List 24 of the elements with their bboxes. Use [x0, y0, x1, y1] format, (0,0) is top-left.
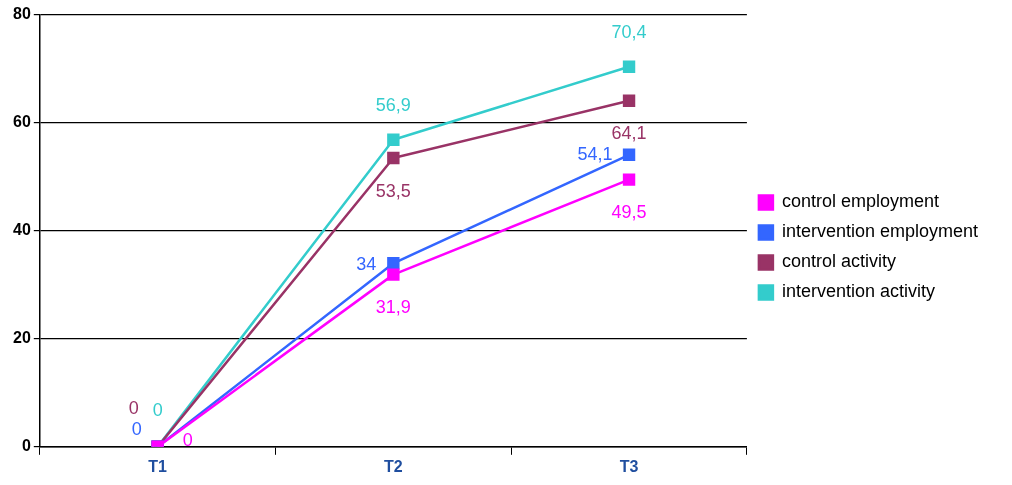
x-tick-label: T1 [148, 457, 168, 475]
data-label: 0 [128, 397, 139, 418]
legend-label: control employment [781, 191, 939, 212]
data-label: 64,1 [611, 122, 647, 143]
data-label: 53,5 [375, 181, 411, 201]
x-tick-label: T2 [384, 457, 403, 475]
data-label: 0 [182, 429, 193, 450]
y-tick-label: 40 [13, 221, 31, 239]
y-tick-label: 20 [13, 329, 31, 347]
y-tick-label: 0 [21, 437, 31, 455]
data-label: 31,9 [375, 296, 411, 317]
data-label: 0 [131, 418, 142, 439]
y-tick-label: 60 [13, 113, 31, 131]
legend-label: intervention activity [781, 281, 935, 302]
data-label: 49,5 [611, 201, 647, 222]
data-label: 70,4 [611, 21, 647, 42]
legend-label: control activity [781, 251, 896, 272]
y-tick-label: 80 [13, 5, 31, 23]
data-label: 54,1 [577, 143, 613, 164]
x-tick-label: T3 [619, 457, 639, 475]
data-label: 0 [152, 399, 163, 420]
legend-label: intervention employment [781, 221, 979, 242]
data-label: 56,9 [375, 94, 411, 115]
data-label: 34 [356, 254, 377, 275]
